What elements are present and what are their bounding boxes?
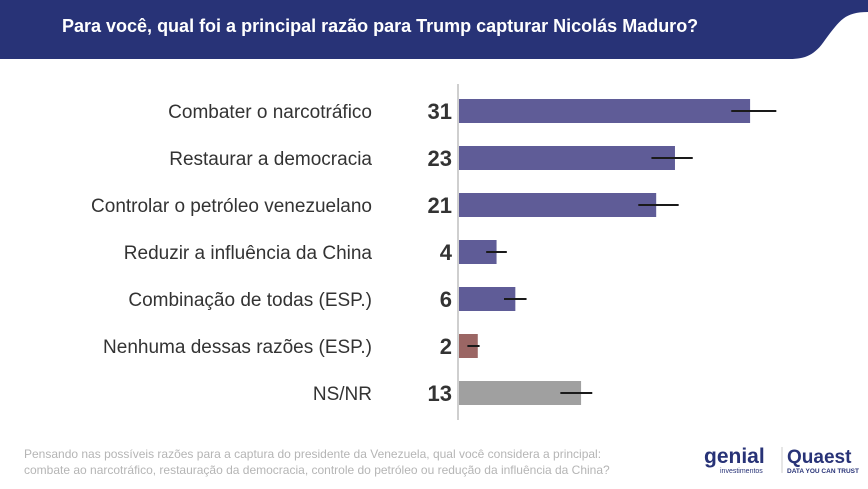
bar-chart: Combater o narcotráfico 31 Restaurar a dem…	[91, 84, 777, 420]
logos: genial investimentos Quaest DATA YOU CAN…	[704, 445, 859, 475]
genial-logo: genial	[704, 445, 765, 468]
footnote-line-1: Pensando nas possíveis razões para a cap…	[24, 447, 602, 461]
quaest-logo: Quaest	[787, 447, 852, 468]
bar	[459, 193, 657, 217]
value-label: 21	[428, 193, 452, 218]
category-label: Controlar o petróleo venezuelano	[91, 196, 372, 217]
genial-logo-sub: investimentos	[720, 468, 763, 475]
category-label: Restaurar a democracia	[169, 149, 372, 170]
footnote-line-2: combate ao narcotráfico, restauração da …	[24, 463, 610, 477]
value-label: 6	[440, 287, 452, 312]
value-label: 13	[428, 381, 452, 406]
bar	[459, 146, 675, 170]
footnote: Pensando nas possíveis razões para a cap…	[24, 446, 610, 478]
category-label: Combinação de todas (ESP.)	[128, 290, 372, 311]
category-label: Nenhuma dessas razões (ESP.)	[103, 337, 372, 358]
page-title: Para você, qual foi a principal razão pa…	[62, 16, 699, 36]
value-label: 31	[428, 99, 452, 124]
bar	[459, 99, 751, 123]
header-banner	[0, 0, 868, 59]
category-label: Reduzir a influência da China	[124, 243, 373, 264]
category-label: NS/NR	[313, 384, 372, 405]
quaest-logo-sub: DATA YOU CAN TRUST	[787, 468, 859, 475]
value-label: 23	[428, 146, 452, 171]
value-label: 4	[440, 240, 453, 265]
category-label: Combater o narcotráfico	[168, 102, 372, 123]
value-label: 2	[440, 334, 452, 359]
